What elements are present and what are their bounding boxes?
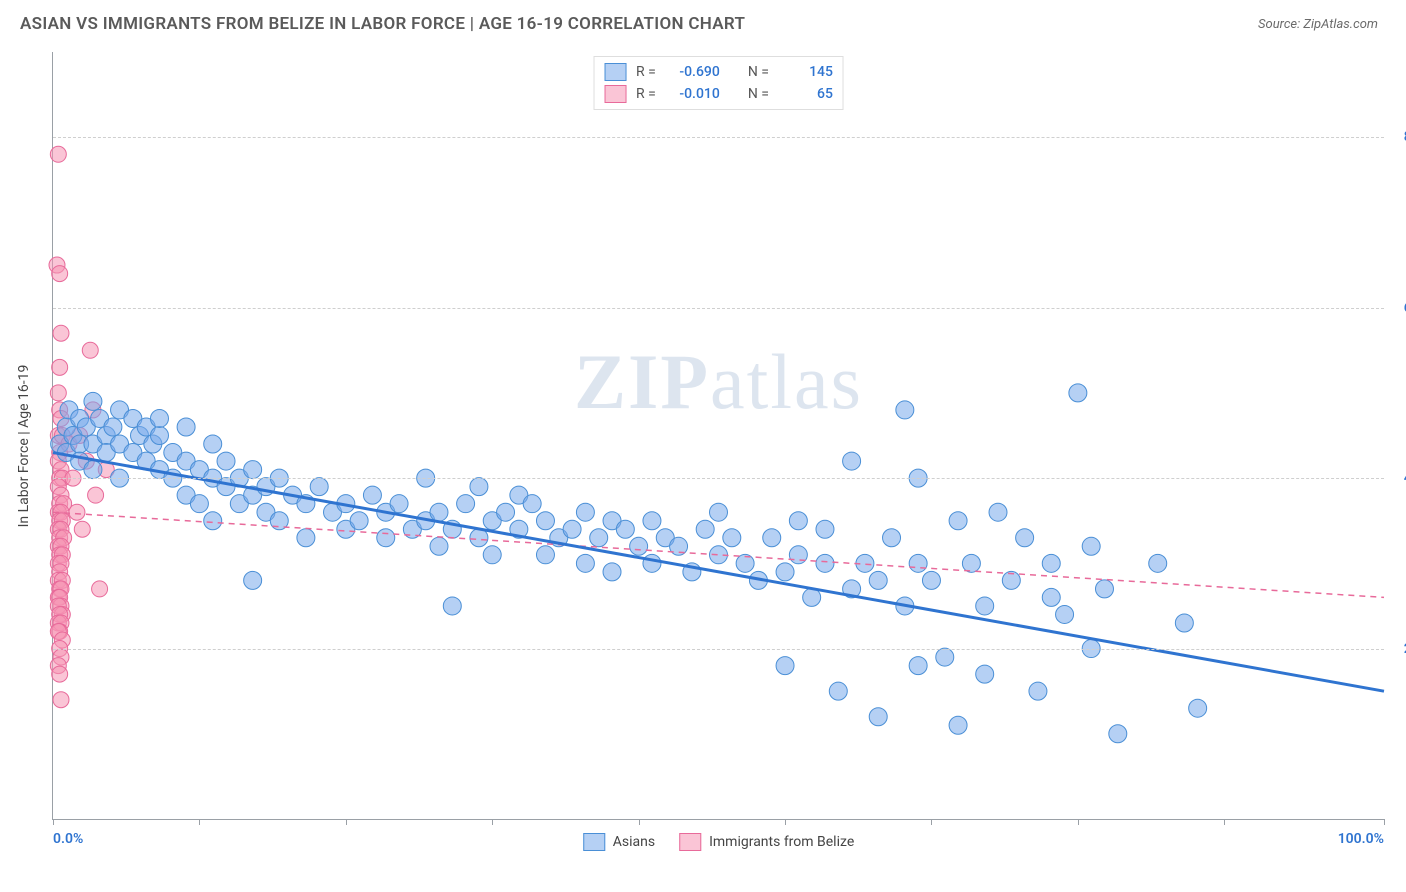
series-legend: Asians Immigrants from Belize: [583, 833, 855, 851]
r-label: R =: [636, 64, 656, 80]
legend-item-asians: Asians: [583, 833, 655, 851]
n-value-asians: 145: [779, 64, 833, 80]
chart-plot-area: ZIPatlas R = -0.690 N = 145 R = -0.010 N…: [52, 52, 1384, 820]
source-label: Source: ZipAtlas.com: [1258, 17, 1378, 32]
x-axis-min-label: 0.0%: [53, 831, 83, 847]
n-label: N =: [748, 86, 769, 102]
legend-row-asians: R = -0.690 N = 145: [604, 61, 833, 83]
chart-title: ASIAN VS IMMIGRANTS FROM BELIZE IN LABOR…: [20, 14, 745, 34]
swatch-belize: [604, 85, 626, 103]
legend-row-belize: R = -0.010 N = 65: [604, 83, 833, 105]
swatch-asians: [583, 833, 605, 851]
r-value-belize: -0.010: [666, 86, 720, 102]
y-axis-title: In Labor Force | Age 16-19: [16, 365, 32, 528]
n-value-belize: 65: [779, 86, 833, 102]
correlation-legend: R = -0.690 N = 145 R = -0.010 N = 65: [593, 56, 844, 110]
scatter-svg: [53, 52, 1384, 819]
r-value-asians: -0.690: [666, 64, 720, 80]
legend-label-belize: Immigrants from Belize: [709, 834, 854, 850]
swatch-asians: [604, 63, 626, 81]
header: ASIAN VS IMMIGRANTS FROM BELIZE IN LABOR…: [0, 0, 1406, 42]
r-label: R =: [636, 86, 656, 102]
legend-label-asians: Asians: [613, 834, 655, 850]
n-label: N =: [748, 64, 769, 80]
x-axis-max-label: 100.0%: [1338, 831, 1384, 847]
swatch-belize: [679, 833, 701, 851]
legend-item-belize: Immigrants from Belize: [679, 833, 854, 851]
